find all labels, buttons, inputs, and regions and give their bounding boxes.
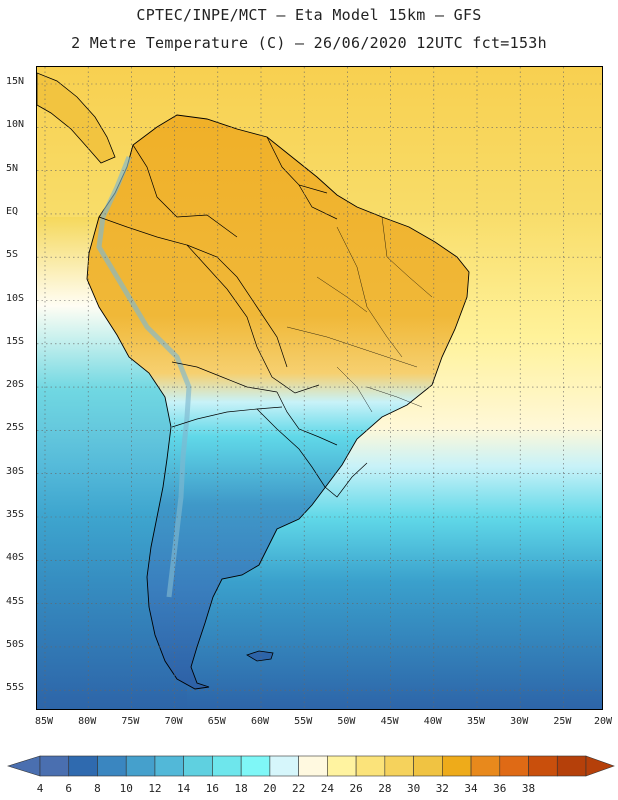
lon-label: 65W (207, 716, 226, 727)
colorbar-cells (6, 755, 615, 777)
lat-label: 5S (6, 249, 19, 261)
south-america-land (86, 114, 470, 690)
colorbar-cell (125, 755, 156, 777)
colorbar-cell (212, 755, 242, 777)
colorbar-cell (384, 755, 414, 777)
colorbar-cell (442, 755, 472, 777)
colorbar-tick-label: 34 (464, 782, 478, 795)
colorbar-cell (183, 755, 213, 777)
colorbar-tick-label: 18 (234, 782, 248, 795)
colorbar-cell (68, 755, 98, 777)
colorbar-tick-label: 38 (521, 782, 536, 795)
lat-label: 15N (6, 76, 25, 87)
colorbar-tick-label: 4 (36, 782, 44, 795)
lon-label: 80W (78, 716, 97, 727)
lon-label: 40W (423, 716, 442, 727)
colorbar-cell (499, 755, 529, 777)
colorbar-tick-label: 32 (435, 782, 449, 795)
lon-label: 75W (121, 716, 140, 727)
colorbar-cell (39, 755, 70, 777)
colorbar-tick-label: 24 (320, 782, 334, 795)
lon-label: 35W (466, 716, 486, 727)
lat-label: 40S (6, 552, 25, 564)
colorbar-cell (556, 755, 587, 777)
lat-label: 5N (6, 162, 19, 174)
lat-label: 15S (6, 335, 25, 347)
colorbar-tick-label: 8 (94, 782, 101, 795)
lon-label: 30W (510, 716, 529, 727)
lat-label: 30S (6, 465, 25, 477)
lat-label: EQ (6, 205, 19, 217)
colorbar-tick-label: 22 (292, 782, 306, 795)
lat-label: 20S (6, 379, 25, 391)
andes-band (96, 156, 192, 598)
colorbar-left-arrow (6, 755, 41, 777)
colorbar-cell (470, 755, 501, 777)
lat-label: 55S (6, 682, 25, 694)
colorbar-tick-label: 20 (263, 782, 277, 795)
lat-label: 25S (6, 422, 25, 434)
colorbar-cell (269, 755, 299, 777)
colorbar-cell (298, 755, 328, 777)
lon-label: 50W (337, 716, 356, 727)
colorbar-tick-label: 36 (493, 782, 507, 795)
lon-label: 25W (553, 716, 572, 727)
lon-label: 85W (34, 716, 54, 727)
colorbar-tick-label: 10 (119, 782, 133, 795)
lon-label: 20W (593, 716, 613, 727)
colorbar-tick-label: 16 (205, 782, 220, 795)
colorbar-cell (154, 755, 184, 777)
lat-label: 45S (6, 595, 25, 607)
central-america-land (37, 72, 116, 164)
colorbar-cell (355, 755, 386, 777)
colorbar-tick-label: 26 (349, 782, 363, 795)
colorbar-cell (528, 755, 558, 777)
lat-label: 35S (6, 509, 25, 520)
colorbar-tick-label: 14 (177, 782, 191, 795)
map-canvas (37, 67, 602, 709)
graticule (37, 67, 602, 709)
colorbar-cell (97, 755, 127, 777)
lon-label: 55W (294, 716, 313, 727)
colorbar-tick-label: 6 (65, 782, 73, 795)
colorbar-cell (413, 755, 443, 777)
colorbar-cell (240, 755, 271, 777)
chart-subtitle: 2 Metre Temperature (C) – 26/06/2020 12U… (71, 34, 547, 52)
lon-label: 45W (380, 716, 399, 727)
lon-label: 60W (250, 716, 270, 727)
colorbar-tick-label: 28 (378, 782, 392, 795)
colorbar-tick-label: 30 (406, 782, 421, 795)
lat-label: 50S (6, 638, 25, 650)
lat-label: 10S (6, 292, 25, 304)
colorbar-cell (327, 755, 357, 777)
lon-label: 70W (164, 716, 183, 727)
lat-label: 10N (6, 119, 25, 131)
colorbar-tick-label: 12 (148, 782, 162, 795)
chart-title: CPTEC/INPE/MCT – Eta Model 15km – GFS (136, 6, 482, 24)
falklands-islands (246, 650, 274, 662)
state-borders (286, 216, 433, 413)
colorbar-right-arrow (585, 755, 615, 777)
temperature-map (36, 66, 603, 710)
